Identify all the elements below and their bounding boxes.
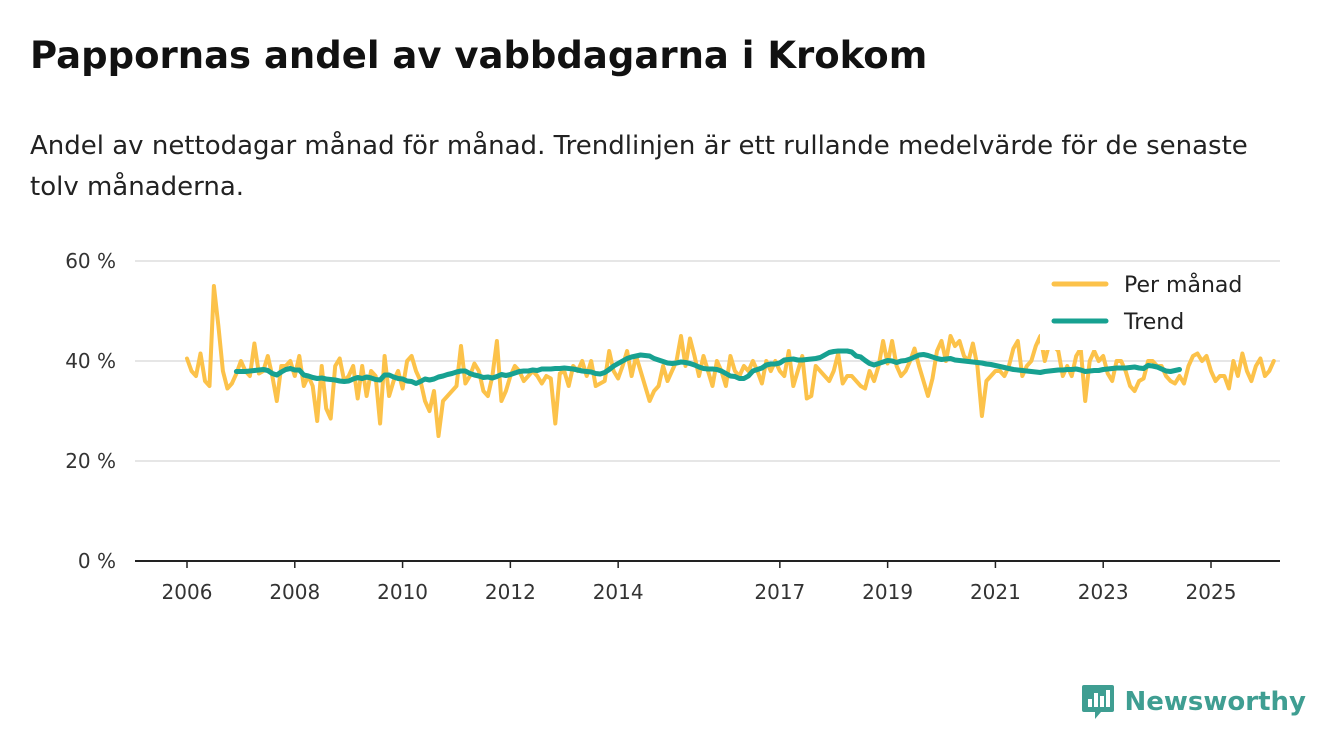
chart-legend: Per månad Trend [1040,262,1280,350]
newsworthy-brand: Newsworthy [1081,683,1306,721]
series-line-per-manad [185,284,1276,438]
y-axis: 0 % 20 % 40 % 60 % [65,249,116,573]
x-tick-label: 2010 [377,580,428,604]
x-tick-label: 2017 [754,580,805,604]
series-line-trend [233,348,1182,386]
newsworthy-logo-icon [1081,685,1114,719]
y-tick-label: 40 % [65,349,116,373]
x-tick-label: 2006 [162,580,213,604]
y-tick-label: 0 % [78,549,116,573]
x-tick-label: 2012 [485,580,536,604]
legend-label: Trend [1123,310,1184,335]
legend-background [1040,262,1280,350]
chart-subtitle: Andel av nettodagar månad för månad. Tre… [30,131,1248,202]
chart-title: Pappornas andel av vabbdagarna i Krokom [30,34,928,77]
brand-name: Newsworthy [1124,687,1306,717]
x-tick-label: 2021 [970,580,1021,604]
x-tick-label: 2025 [1186,580,1237,604]
x-tick-label: 2023 [1078,580,1129,604]
chart-series [185,284,1276,438]
x-axis: 2006 2008 2010 2012 2014 2017 2019 2021 2023 2025 [135,560,1280,604]
x-tick-label: 2019 [862,580,913,604]
y-tick-label: 60 % [65,249,116,273]
x-tick-label: 2014 [593,580,644,604]
y-tick-label: 20 % [65,449,116,473]
x-tick-label: 2008 [269,580,320,604]
legend-label: Per månad [1124,272,1242,298]
